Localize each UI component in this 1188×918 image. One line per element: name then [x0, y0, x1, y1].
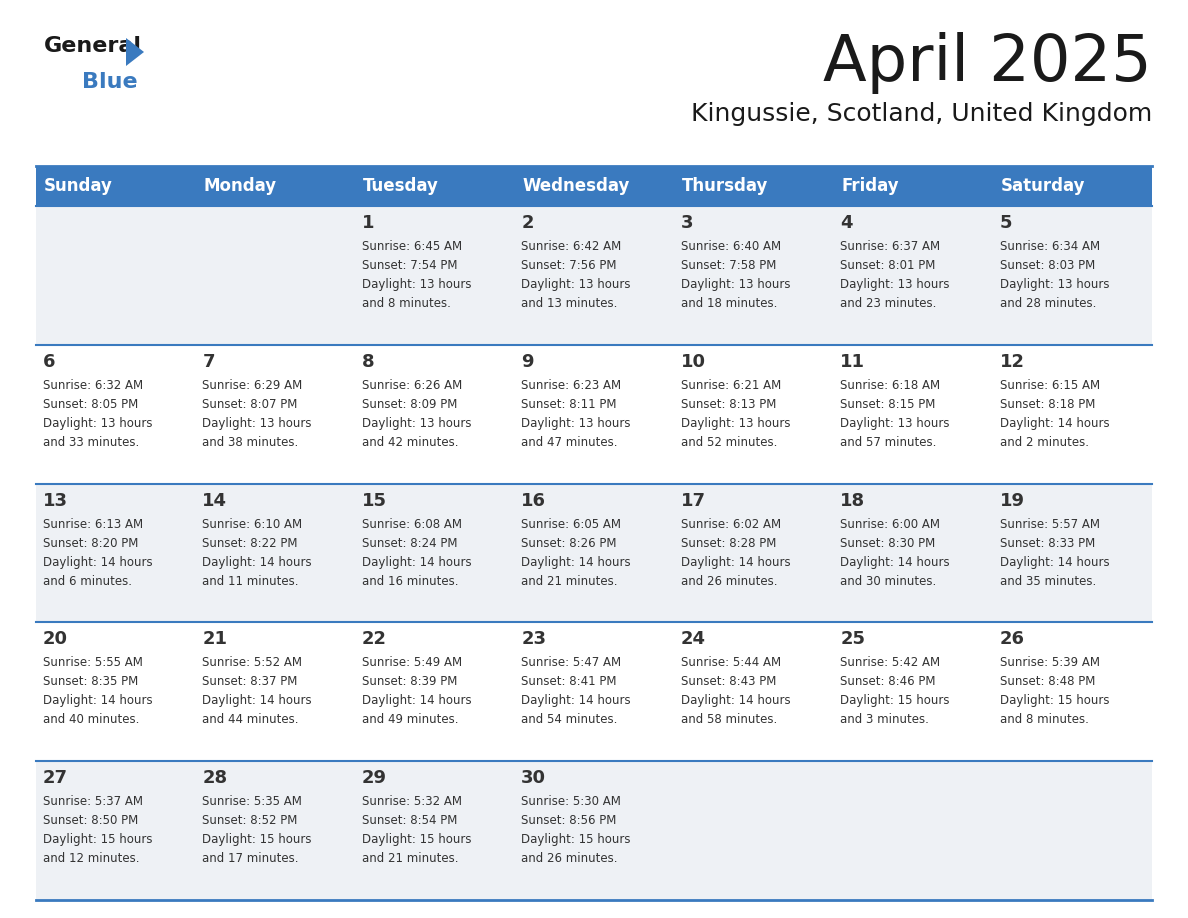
Text: 30: 30 [522, 769, 546, 788]
Text: Sunrise: 6:13 AM
Sunset: 8:20 PM
Daylight: 14 hours
and 6 minutes.: Sunrise: 6:13 AM Sunset: 8:20 PM Dayligh… [43, 518, 152, 588]
Text: 22: 22 [362, 631, 387, 648]
Text: 29: 29 [362, 769, 387, 788]
Text: 15: 15 [362, 492, 387, 509]
Text: 1: 1 [362, 214, 374, 232]
Text: Sunrise: 6:29 AM
Sunset: 8:07 PM
Daylight: 13 hours
and 38 minutes.: Sunrise: 6:29 AM Sunset: 8:07 PM Dayligh… [202, 379, 312, 449]
Text: Sunrise: 6:32 AM
Sunset: 8:05 PM
Daylight: 13 hours
and 33 minutes.: Sunrise: 6:32 AM Sunset: 8:05 PM Dayligh… [43, 379, 152, 449]
Text: April 2025: April 2025 [823, 32, 1152, 94]
Text: 10: 10 [681, 353, 706, 371]
Text: Sunrise: 6:21 AM
Sunset: 8:13 PM
Daylight: 13 hours
and 52 minutes.: Sunrise: 6:21 AM Sunset: 8:13 PM Dayligh… [681, 379, 790, 449]
Text: 4: 4 [840, 214, 853, 232]
Text: Friday: Friday [841, 177, 899, 195]
Text: Sunrise: 6:10 AM
Sunset: 8:22 PM
Daylight: 14 hours
and 11 minutes.: Sunrise: 6:10 AM Sunset: 8:22 PM Dayligh… [202, 518, 312, 588]
Text: 9: 9 [522, 353, 533, 371]
Text: 25: 25 [840, 631, 865, 648]
Text: 3: 3 [681, 214, 694, 232]
Bar [36, 206, 1152, 345]
Text: 16: 16 [522, 492, 546, 509]
Text: 19: 19 [999, 492, 1024, 509]
Text: Sunrise: 5:32 AM
Sunset: 8:54 PM
Daylight: 15 hours
and 21 minutes.: Sunrise: 5:32 AM Sunset: 8:54 PM Dayligh… [362, 795, 472, 865]
Text: 5: 5 [999, 214, 1012, 232]
Text: Sunrise: 5:55 AM
Sunset: 8:35 PM
Daylight: 14 hours
and 40 minutes.: Sunrise: 5:55 AM Sunset: 8:35 PM Dayligh… [43, 656, 152, 726]
Text: 21: 21 [202, 631, 227, 648]
Text: Sunrise: 5:57 AM
Sunset: 8:33 PM
Daylight: 14 hours
and 35 minutes.: Sunrise: 5:57 AM Sunset: 8:33 PM Dayligh… [999, 518, 1110, 588]
Text: Sunrise: 6:02 AM
Sunset: 8:28 PM
Daylight: 14 hours
and 26 minutes.: Sunrise: 6:02 AM Sunset: 8:28 PM Dayligh… [681, 518, 790, 588]
Bar [36, 166, 1152, 206]
Text: Sunrise: 6:34 AM
Sunset: 8:03 PM
Daylight: 13 hours
and 28 minutes.: Sunrise: 6:34 AM Sunset: 8:03 PM Dayligh… [999, 240, 1110, 310]
Text: Sunrise: 6:23 AM
Sunset: 8:11 PM
Daylight: 13 hours
and 47 minutes.: Sunrise: 6:23 AM Sunset: 8:11 PM Dayligh… [522, 379, 631, 449]
Text: 26: 26 [999, 631, 1024, 648]
Text: Sunrise: 6:00 AM
Sunset: 8:30 PM
Daylight: 14 hours
and 30 minutes.: Sunrise: 6:00 AM Sunset: 8:30 PM Dayligh… [840, 518, 949, 588]
Text: Sunrise: 6:18 AM
Sunset: 8:15 PM
Daylight: 13 hours
and 57 minutes.: Sunrise: 6:18 AM Sunset: 8:15 PM Dayligh… [840, 379, 949, 449]
Text: Sunrise: 5:49 AM
Sunset: 8:39 PM
Daylight: 14 hours
and 49 minutes.: Sunrise: 5:49 AM Sunset: 8:39 PM Dayligh… [362, 656, 472, 726]
Text: 17: 17 [681, 492, 706, 509]
Text: General: General [44, 36, 143, 56]
Text: Kingussie, Scotland, United Kingdom: Kingussie, Scotland, United Kingdom [690, 102, 1152, 126]
Text: Saturday: Saturday [1000, 177, 1085, 195]
Text: 18: 18 [840, 492, 865, 509]
Text: Sunday: Sunday [44, 177, 113, 195]
Text: Sunrise: 6:26 AM
Sunset: 8:09 PM
Daylight: 13 hours
and 42 minutes.: Sunrise: 6:26 AM Sunset: 8:09 PM Dayligh… [362, 379, 472, 449]
Text: Sunrise: 6:15 AM
Sunset: 8:18 PM
Daylight: 14 hours
and 2 minutes.: Sunrise: 6:15 AM Sunset: 8:18 PM Dayligh… [999, 379, 1110, 449]
Text: Wednesday: Wednesday [523, 177, 630, 195]
Bar [36, 622, 1152, 761]
Polygon shape [126, 38, 144, 66]
Text: Sunrise: 5:35 AM
Sunset: 8:52 PM
Daylight: 15 hours
and 17 minutes.: Sunrise: 5:35 AM Sunset: 8:52 PM Dayligh… [202, 795, 312, 865]
Text: Thursday: Thursday [682, 177, 769, 195]
Text: 23: 23 [522, 631, 546, 648]
Text: 2: 2 [522, 214, 533, 232]
Text: 14: 14 [202, 492, 227, 509]
Text: Sunrise: 5:37 AM
Sunset: 8:50 PM
Daylight: 15 hours
and 12 minutes.: Sunrise: 5:37 AM Sunset: 8:50 PM Dayligh… [43, 795, 152, 865]
Text: Sunrise: 5:39 AM
Sunset: 8:48 PM
Daylight: 15 hours
and 8 minutes.: Sunrise: 5:39 AM Sunset: 8:48 PM Dayligh… [999, 656, 1110, 726]
Text: Sunrise: 5:52 AM
Sunset: 8:37 PM
Daylight: 14 hours
and 44 minutes.: Sunrise: 5:52 AM Sunset: 8:37 PM Dayligh… [202, 656, 312, 726]
Text: 11: 11 [840, 353, 865, 371]
Text: Sunrise: 5:44 AM
Sunset: 8:43 PM
Daylight: 14 hours
and 58 minutes.: Sunrise: 5:44 AM Sunset: 8:43 PM Dayligh… [681, 656, 790, 726]
Text: Sunrise: 5:42 AM
Sunset: 8:46 PM
Daylight: 15 hours
and 3 minutes.: Sunrise: 5:42 AM Sunset: 8:46 PM Dayligh… [840, 656, 949, 726]
Text: Tuesday: Tuesday [362, 177, 438, 195]
Text: Sunrise: 6:08 AM
Sunset: 8:24 PM
Daylight: 14 hours
and 16 minutes.: Sunrise: 6:08 AM Sunset: 8:24 PM Dayligh… [362, 518, 472, 588]
Text: Blue: Blue [82, 72, 138, 92]
Bar [36, 345, 1152, 484]
Bar [36, 761, 1152, 900]
Text: Sunrise: 6:05 AM
Sunset: 8:26 PM
Daylight: 14 hours
and 21 minutes.: Sunrise: 6:05 AM Sunset: 8:26 PM Dayligh… [522, 518, 631, 588]
Text: 28: 28 [202, 769, 228, 788]
Text: 13: 13 [43, 492, 68, 509]
Bar [36, 484, 1152, 622]
Text: Sunrise: 6:45 AM
Sunset: 7:54 PM
Daylight: 13 hours
and 8 minutes.: Sunrise: 6:45 AM Sunset: 7:54 PM Dayligh… [362, 240, 472, 310]
Text: Sunrise: 6:37 AM
Sunset: 8:01 PM
Daylight: 13 hours
and 23 minutes.: Sunrise: 6:37 AM Sunset: 8:01 PM Dayligh… [840, 240, 949, 310]
Text: Sunrise: 6:40 AM
Sunset: 7:58 PM
Daylight: 13 hours
and 18 minutes.: Sunrise: 6:40 AM Sunset: 7:58 PM Dayligh… [681, 240, 790, 310]
Text: Sunrise: 5:47 AM
Sunset: 8:41 PM
Daylight: 14 hours
and 54 minutes.: Sunrise: 5:47 AM Sunset: 8:41 PM Dayligh… [522, 656, 631, 726]
Text: Monday: Monday [203, 177, 277, 195]
Text: 7: 7 [202, 353, 215, 371]
Text: 24: 24 [681, 631, 706, 648]
Text: 12: 12 [999, 353, 1024, 371]
Text: Sunrise: 6:42 AM
Sunset: 7:56 PM
Daylight: 13 hours
and 13 minutes.: Sunrise: 6:42 AM Sunset: 7:56 PM Dayligh… [522, 240, 631, 310]
Text: 6: 6 [43, 353, 56, 371]
Text: 27: 27 [43, 769, 68, 788]
Text: Sunrise: 5:30 AM
Sunset: 8:56 PM
Daylight: 15 hours
and 26 minutes.: Sunrise: 5:30 AM Sunset: 8:56 PM Dayligh… [522, 795, 631, 865]
Text: 8: 8 [362, 353, 374, 371]
Text: 20: 20 [43, 631, 68, 648]
